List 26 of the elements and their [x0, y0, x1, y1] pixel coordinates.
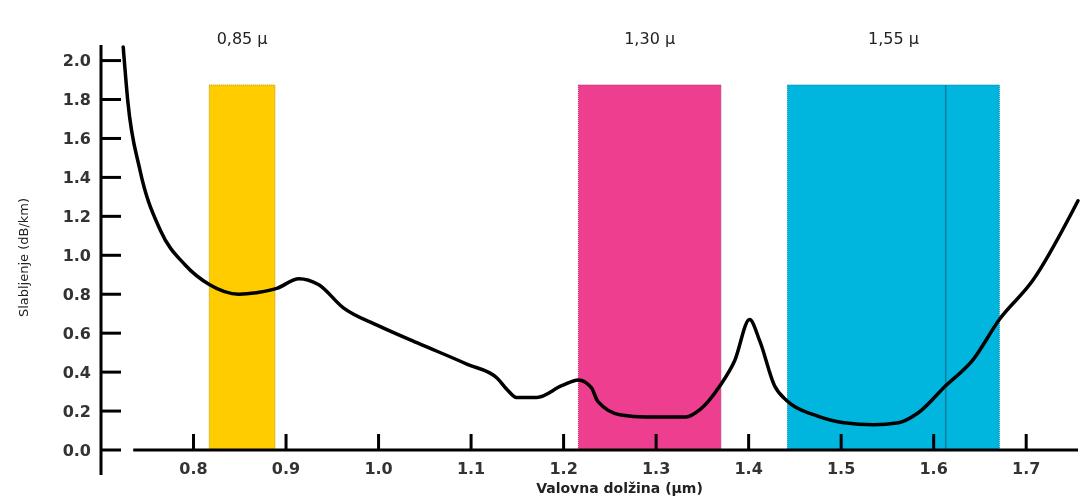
- y-tick-label: 0.2: [62, 401, 91, 421]
- y-tick-label: 1.8: [62, 90, 91, 110]
- x-tick-label: 1.3: [641, 459, 671, 478]
- band-label: 1,55 μ: [867, 29, 919, 48]
- y-tick-label: 0.8: [62, 284, 91, 304]
- y-axis-title: Slabljenje (dB/km): [16, 197, 31, 318]
- x-tick-label: 1.5: [826, 459, 856, 478]
- y-tick-label: 0.4: [62, 362, 91, 382]
- x-tick-label: 0.9: [271, 459, 301, 478]
- x-tick-label: 1.1: [456, 459, 486, 478]
- y-tick-label: 0.6: [62, 323, 91, 343]
- x-tick-label: 1.4: [734, 459, 763, 478]
- x-tick-label: 0.8: [179, 459, 208, 478]
- x-tick-label: 1.6: [919, 459, 948, 478]
- y-tick-label: 1.6: [62, 129, 91, 149]
- y-tick-label: 1.0: [62, 245, 91, 265]
- x-tick-label: 1.2: [549, 459, 578, 478]
- band-label: 0,85 μ: [216, 29, 268, 48]
- band-label: 1,30 μ: [624, 29, 676, 48]
- y-tick-label: 1.2: [62, 206, 91, 226]
- x-tick-label: 1.7: [1012, 459, 1041, 478]
- x-tick-label: 1.0: [364, 459, 393, 478]
- y-tick-label: 2.0: [62, 51, 91, 71]
- y-tick-label: 0.0: [62, 440, 91, 460]
- y-tick-label: 1.4: [62, 168, 91, 187]
- x-axis-title: Valovna dolžina (μm): [536, 480, 703, 496]
